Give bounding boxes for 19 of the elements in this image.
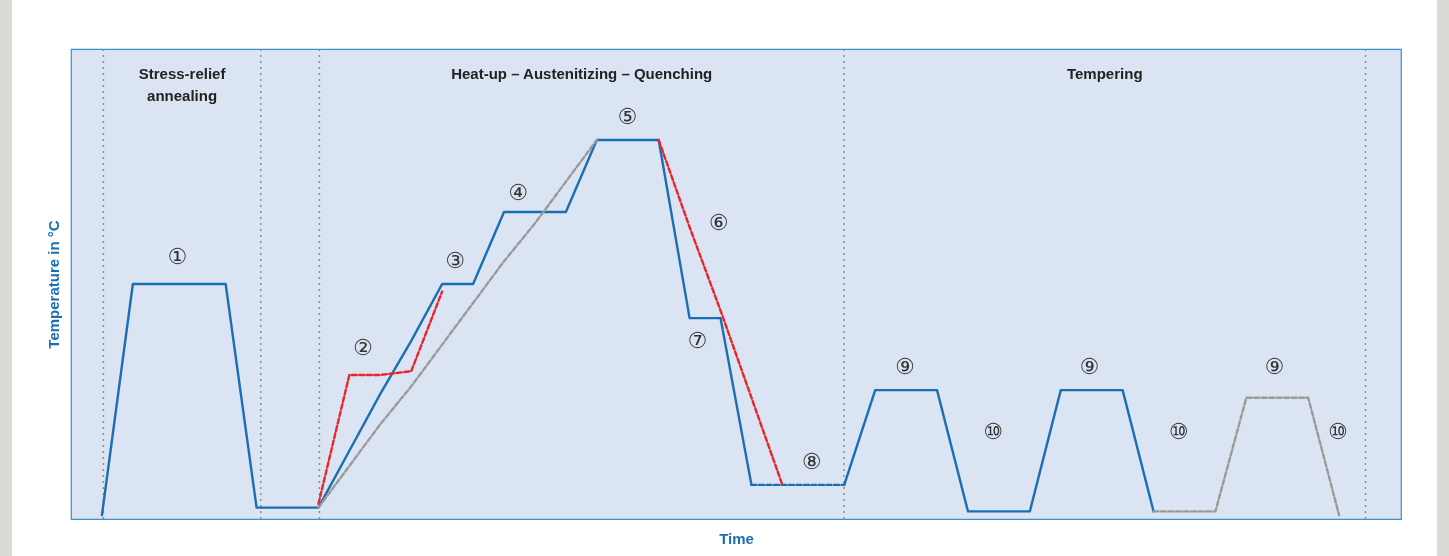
- annotation: ③: [445, 248, 466, 274]
- annotation: ⑨: [1264, 354, 1285, 380]
- text: ⑤: [617, 104, 638, 130]
- text: Stress-relief annealing: [138, 65, 227, 104]
- annotation: ⑥: [708, 210, 729, 236]
- annotation: ⑩: [1327, 418, 1348, 444]
- annotation: ①: [167, 244, 188, 270]
- annotation: ⑨: [1079, 354, 1100, 380]
- x-axis-title: Time: [719, 529, 754, 547]
- annotation: ④: [508, 180, 529, 206]
- annotation: ⑩: [1168, 418, 1189, 444]
- annotation: ⑩: [983, 418, 1003, 444]
- text: Heat-up – Austenitizing – Quenching: [451, 65, 713, 82]
- y-axis-title: Temperature in °C: [44, 220, 62, 349]
- annotation: ⑦: [687, 327, 708, 353]
- annotation: ②: [353, 335, 373, 361]
- annotation: ⑨: [894, 354, 915, 380]
- annotation: ⑧: [801, 449, 822, 475]
- text: Tempering: [1066, 65, 1143, 82]
